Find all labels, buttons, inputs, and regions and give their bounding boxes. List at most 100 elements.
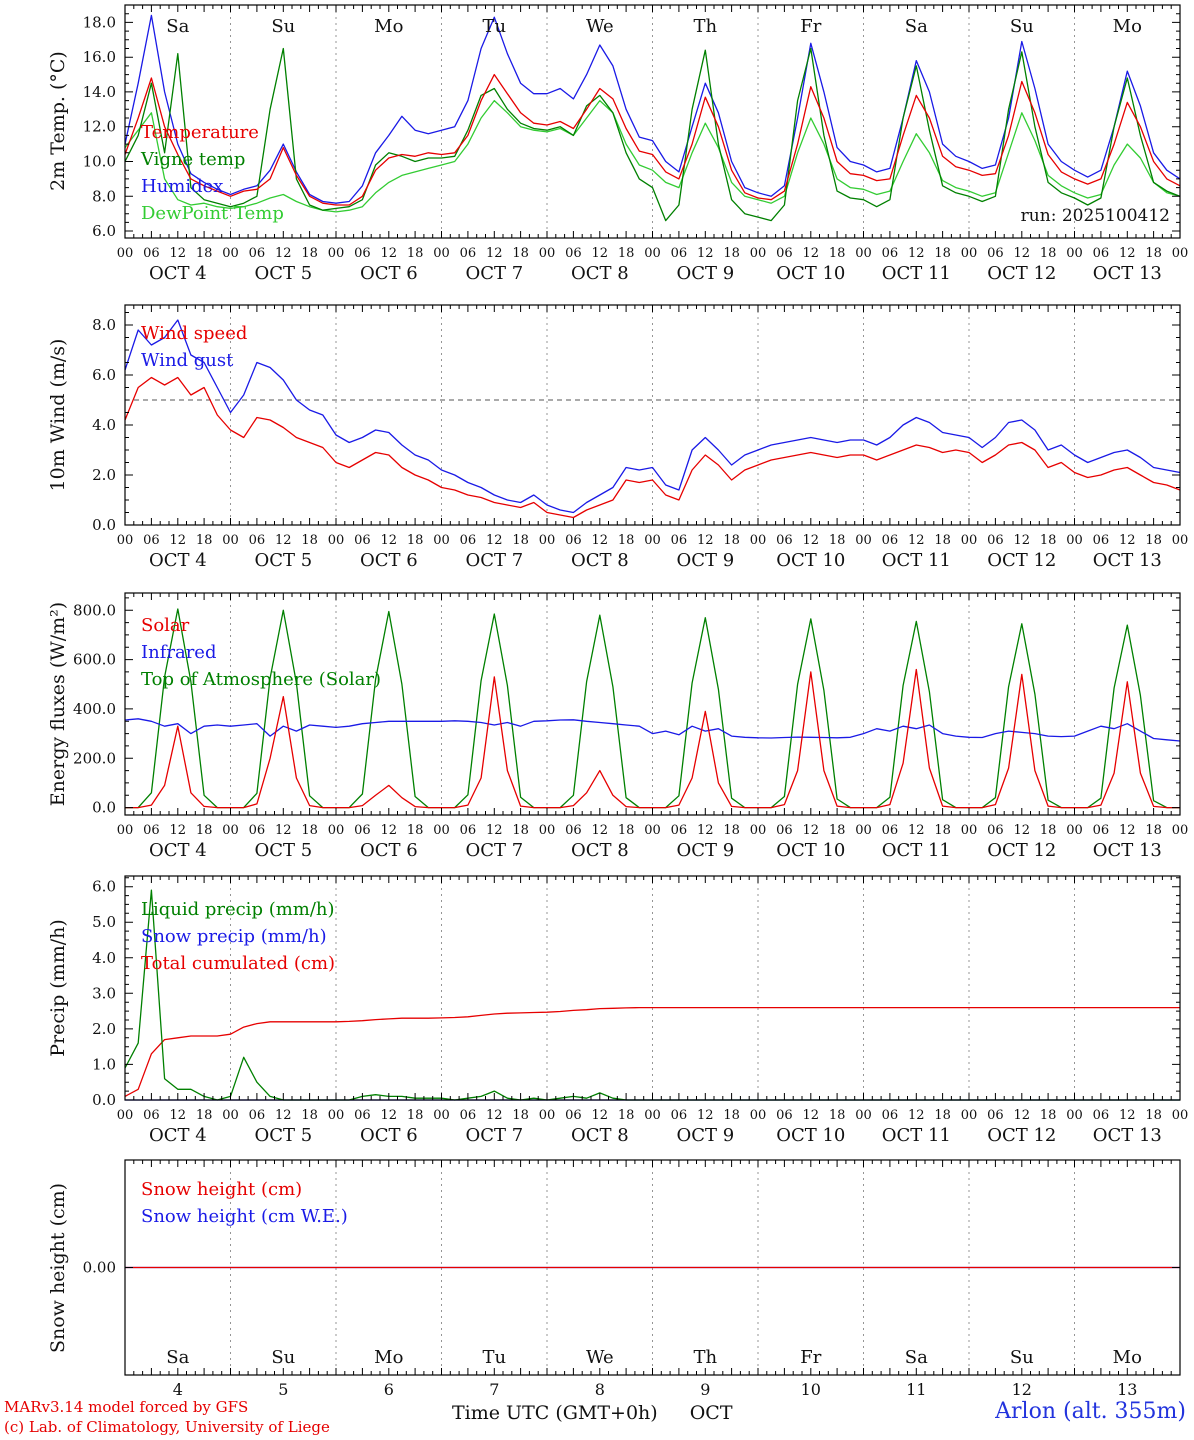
x-hour-label: 18 [196, 1108, 213, 1123]
x-hour-label: 12 [803, 246, 820, 261]
x-hour-label: 06 [987, 246, 1004, 261]
x-hour-label: 12 [381, 823, 398, 838]
x-date-label: OCT 4 [149, 263, 207, 284]
legend-item: Humidex [141, 176, 224, 197]
x-hour-label: 12 [381, 533, 398, 548]
x-date-label: OCT 12 [987, 1125, 1056, 1146]
y-tick-label: 400.0 [73, 700, 116, 718]
x-hour-label: 12 [1014, 533, 1031, 548]
x-hour-label: 00 [117, 1108, 134, 1123]
day-number-label: 11 [906, 1380, 926, 1399]
x-date-label: OCT 8 [571, 1125, 629, 1146]
x-hour-label: 06 [776, 823, 793, 838]
x-hour-label: 00 [328, 823, 345, 838]
y-tick-label: 18.0 [83, 13, 116, 31]
x-hour-label: 12 [1014, 246, 1031, 261]
x-hour-label: 06 [882, 533, 899, 548]
weekday-label-bottom: Sa [905, 1347, 928, 1368]
series-line-infrared [124, 718, 1181, 742]
x-hour-label: 00 [750, 246, 767, 261]
x-hour-label: 06 [882, 246, 899, 261]
x-hour-label: 06 [776, 1108, 793, 1123]
x-hour-label: 12 [486, 533, 503, 548]
legend-item: Liquid precip (mm/h) [141, 899, 335, 920]
axis-ticks [124, 593, 1181, 815]
y-tick-label: 12.0 [83, 118, 116, 136]
weekday-label-bottom: Sa [166, 1347, 189, 1368]
y-axis-label-wind: 10m Wind (m/s) [47, 338, 69, 492]
y-tick-label: 0.0 [92, 799, 116, 817]
x-hour-label: 00 [1066, 533, 1083, 548]
x-date-label: OCT 5 [254, 1125, 312, 1146]
x-hour-label: 00 [750, 533, 767, 548]
x-hour-label: 00 [644, 533, 661, 548]
x-hour-label: 00 [222, 1108, 239, 1123]
x-hour-label: 18 [407, 1108, 424, 1123]
x-hour-label: 18 [829, 1108, 846, 1123]
x-hour-label: 18 [1145, 823, 1162, 838]
x-hour-label: 18 [407, 823, 424, 838]
x-date-label: OCT 11 [882, 263, 951, 284]
x-hour-label: 00 [539, 246, 556, 261]
legend-item: Snow precip (mm/h) [141, 926, 327, 947]
weekday-label-top: Sa [166, 16, 189, 37]
x-hour-label: 00 [644, 1108, 661, 1123]
day-number-label: 4 [173, 1380, 183, 1399]
x-hour-label: 00 [750, 823, 767, 838]
x-date-label: OCT 6 [360, 840, 418, 861]
x-date-label: OCT 10 [776, 840, 845, 861]
series-line-dewpoint-temp [124, 99, 1181, 213]
x-hour-label: 12 [486, 246, 503, 261]
series-line-temperature [124, 73, 1181, 206]
y-tick-label: 14.0 [83, 83, 116, 101]
x-hour-label: 12 [275, 1108, 292, 1123]
x-date-label: OCT 12 [987, 840, 1056, 861]
y-tick-label: 4.0 [92, 949, 116, 967]
weekday-label-bottom: Tu [482, 1347, 506, 1368]
x-hour-label: 12 [170, 823, 187, 838]
axis-ticks [124, 1160, 1181, 1375]
axis-ticks [124, 4, 1181, 238]
x-hour-label: 18 [1145, 533, 1162, 548]
x-hour-label: 12 [381, 1108, 398, 1123]
x-hour-label: 00 [328, 246, 345, 261]
x-hour-label: 00 [328, 1108, 345, 1123]
x-hour-label: 00 [855, 1108, 872, 1123]
day-number-label: 8 [595, 1380, 605, 1399]
x-hour-label: 06 [1093, 1108, 1110, 1123]
x-hour-label: 00 [433, 533, 450, 548]
x-hour-label: 18 [934, 1108, 951, 1123]
x-date-label: OCT 13 [1093, 263, 1162, 284]
x-hour-label: 12 [170, 1108, 187, 1123]
x-hour-label: 06 [249, 533, 266, 548]
series-line-vigne-temp [124, 47, 1181, 222]
x-hour-label: 18 [829, 823, 846, 838]
x-date-label: OCT 4 [149, 1125, 207, 1146]
x-hour-label: 06 [776, 533, 793, 548]
x-hour-label: 18 [723, 246, 740, 261]
day-number-label: 7 [489, 1380, 499, 1399]
weekday-label-bottom: Mo [1113, 1347, 1142, 1368]
x-hour-label: 00 [1172, 533, 1189, 548]
legend-item: Infrared [141, 642, 217, 663]
axis-ticks [124, 305, 1181, 526]
day-number-label: 5 [278, 1380, 288, 1399]
x-hour-label: 06 [1093, 823, 1110, 838]
x-hour-label: 00 [1066, 246, 1083, 261]
x-date-label: OCT 5 [254, 840, 312, 861]
x-hour-label: 18 [829, 533, 846, 548]
x-date-label: OCT 11 [882, 840, 951, 861]
y-tick-label: 10.0 [83, 153, 116, 171]
x-date-label: OCT 7 [465, 263, 523, 284]
x-hour-label: 12 [275, 533, 292, 548]
x-hour-label: 18 [301, 1108, 318, 1123]
x-hour-label: 12 [697, 823, 714, 838]
series-line-wind-gust [124, 319, 1181, 514]
x-hour-label: 06 [249, 1108, 266, 1123]
legend-item: Total cumulated (cm) [141, 953, 336, 974]
x-date-label: OCT 13 [1093, 840, 1162, 861]
x-hour-label: 12 [803, 533, 820, 548]
x-hour-label: 12 [803, 823, 820, 838]
legend-wind-panel: Wind speed Wind gust [141, 320, 247, 374]
x-hour-label: 12 [486, 1108, 503, 1123]
